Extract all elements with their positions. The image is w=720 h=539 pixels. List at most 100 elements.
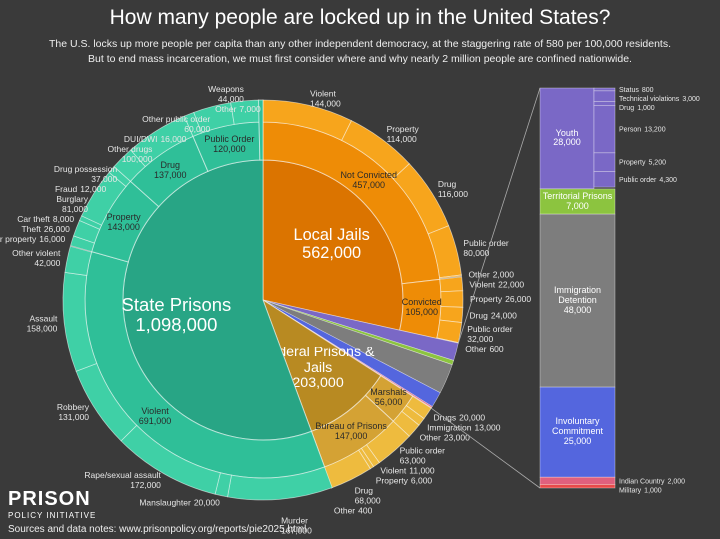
outer-label-value: 100,000 — [122, 154, 153, 164]
bar-label-value: 7,000 — [566, 200, 589, 211]
outer-label-value: 167,000 — [281, 525, 312, 535]
outer-label: Weapons 44,000 — [208, 84, 244, 104]
outer-label-name: Drugs — [433, 412, 456, 422]
outer-label-value: 26,000 — [44, 224, 70, 234]
system-label-name: Local Jails — [293, 225, 370, 244]
outer-label-name: Car theft — [17, 214, 50, 224]
outer-label-name: Public order — [463, 238, 509, 248]
bar-side-label-name: Public order — [619, 177, 657, 184]
outer-label-name: Other — [334, 505, 355, 515]
outer-label-name: Other property — [0, 234, 37, 244]
bar-side-label: Technical violations 3,000 — [619, 96, 700, 103]
outer-label-name: Other — [420, 432, 441, 442]
connector — [430, 407, 541, 489]
bar-side-label: Indian Country 2,000 — [619, 478, 685, 485]
item-arc — [439, 276, 464, 293]
outer-label-value: 22,000 — [498, 280, 524, 290]
outer-label-value: 26,000 — [505, 294, 531, 304]
outer-label-value: 81,000 — [62, 204, 88, 214]
outer-label: Assault 158,000 — [27, 313, 58, 333]
group-arc — [258, 99, 264, 161]
outer-label: Other violent 42,000 — [12, 248, 61, 268]
group-label-value: 457,000 — [352, 180, 385, 191]
bar-segment — [539, 386, 616, 478]
outer-label-value: 11,000 — [409, 465, 435, 475]
outer-label: Other 600 — [465, 344, 504, 354]
bar-side-label: Military 1,000 — [619, 487, 662, 494]
outer-label: Property 26,000 — [470, 294, 531, 304]
outer-label: Rape/sexual assault 172,000 — [84, 470, 161, 490]
outer-label-value: 20,000 — [459, 412, 485, 422]
system-label-name: Federal Prisons & Jails — [261, 347, 375, 376]
bar-label-name: Youth — [555, 127, 579, 138]
bar-side-label-name: Indian Country — [619, 478, 665, 485]
subtitle: The U.S. locks up more people per capita… — [49, 38, 671, 50]
outer-label-name: Rape/sexual assault — [84, 470, 161, 480]
group-label-value: 147,000 — [334, 431, 368, 442]
outer-label: Drug 68,000 — [355, 485, 381, 505]
sources: Sources and data notes: www.prisonpolicy… — [8, 524, 306, 535]
outer-label-value: 6,000 — [411, 475, 433, 485]
outer-label-name: Other — [465, 344, 486, 354]
outer-label-name: Assault — [29, 313, 58, 323]
outer-label: Property 114,000 — [387, 124, 420, 144]
bar-side-label: Property 5,200 — [619, 160, 666, 167]
outer-label: Public order 63,000 — [400, 445, 446, 465]
outer-label-name: Property — [387, 124, 420, 134]
bar-side-label-value: 13,200 — [644, 127, 666, 134]
system-label-value: 562,000 — [302, 243, 362, 262]
bar-label-name: Involuntary Commitment — [551, 416, 603, 437]
outer-label-value: 68,000 — [355, 495, 381, 505]
outer-label: Drug possession 37,000 — [54, 164, 118, 184]
group-label-name: Marshals — [370, 386, 407, 397]
outer-label: Other drugs 100,000 — [108, 144, 153, 164]
system-label-name: State Prisons — [121, 294, 232, 316]
outer-label-name: Violent — [380, 465, 406, 475]
group-label-name: Drug — [160, 159, 181, 170]
outer-label-name: Drug possession — [54, 164, 118, 174]
outer-label-name: Other — [215, 104, 236, 114]
group-label-name: Violent — [141, 405, 169, 416]
bar-segment — [539, 484, 616, 489]
bar-label-value: 25,000 — [563, 436, 592, 447]
bar-segment — [539, 476, 616, 485]
outer-label-value: 80,000 — [463, 248, 489, 258]
outer-label: Fraud 12,000 — [55, 184, 106, 194]
outer-label-name: Burglary — [56, 194, 88, 204]
outer-label: Violent 11,000 — [380, 465, 434, 475]
outer-label: Other 23,000 — [420, 432, 471, 442]
bar-side-label: Public order 4,300 — [619, 177, 677, 184]
outer-label-value: 600 — [489, 344, 503, 354]
group-label-value: 143,000 — [107, 222, 140, 233]
bar-side-label-name: Status — [619, 87, 639, 94]
outer-label-value: 16,000 — [160, 134, 186, 144]
outer-label-value: 63,000 — [400, 455, 426, 465]
bar-sub-segment — [593, 87, 616, 92]
group-label-name: Bureau of Prisons — [315, 421, 387, 432]
outer-label: Property 6,000 — [376, 475, 433, 485]
item-arc — [439, 274, 463, 280]
outer-label-name: Violent — [469, 280, 495, 290]
outer-label-value: 20,000 — [194, 497, 220, 507]
outer-label: Theft 26,000 — [21, 224, 70, 234]
